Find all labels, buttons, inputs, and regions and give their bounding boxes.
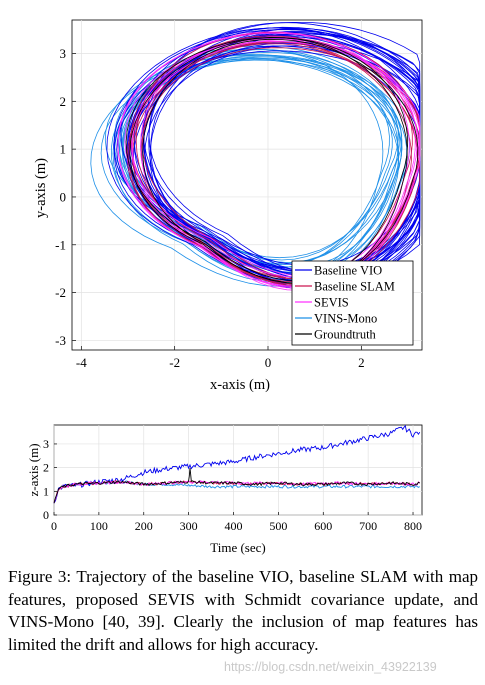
tick-label-y: -1 — [55, 237, 66, 252]
z-axis-xlabel: Time (sec) — [210, 540, 266, 555]
tick-label-x: 100 — [90, 519, 108, 533]
legend-label-groundtruth: Groundtruth — [314, 328, 377, 342]
tick-label-y: 0 — [60, 189, 67, 204]
tick-label-x: 2 — [358, 355, 365, 370]
trajectory-line-baseline-vio — [148, 31, 421, 274]
tick-label-y: 2 — [60, 94, 67, 109]
trajectory-line-vins-mono — [114, 57, 402, 268]
tick-label-x: -2 — [169, 355, 180, 370]
tick-label-y: 0 — [43, 508, 49, 522]
z-axis-plot: 0 100 200 300 400 500 600 700 800 0 1 2 3 Time (sec)… — [26, 424, 423, 555]
tick-label-x: -4 — [76, 355, 87, 370]
tick-label-x: 800 — [404, 519, 422, 533]
tick-label-y: 3 — [60, 46, 67, 61]
tick-label-y: 3 — [43, 437, 49, 451]
tick-label-y: -2 — [55, 285, 66, 300]
z-axis-ylabel: z-axis (m) — [26, 443, 41, 496]
z-line-baseline-vio — [53, 424, 421, 504]
tick-label-y: 1 — [60, 142, 67, 157]
trajectory-plot: -4 -2 0 2 -3 -2 -1 0 1 2 3 x-axis (m) y-axis (m) B… — [33, 19, 423, 393]
legend-label-vins-mono: VINS-Mono — [314, 312, 377, 326]
tick-label-y: 1 — [43, 484, 49, 498]
figure-caption: Figure 3: Trajectory of the baseline VIO… — [8, 567, 478, 654]
z-line-groundtruth — [53, 467, 421, 504]
tick-label-x: 200 — [135, 519, 153, 533]
tick-label-y: -3 — [55, 333, 66, 348]
z-axis-lines — [53, 424, 421, 504]
z-axis-ticks: 0 100 200 300 400 500 600 700 800 0 1 2 3 — [43, 437, 422, 533]
tick-label-y: 2 — [43, 461, 49, 475]
tick-label-x: 0 — [51, 519, 57, 533]
tick-label-x: 400 — [225, 519, 243, 533]
legend-box — [291, 260, 414, 346]
legend: Baseline VIO Baseline SLAM SEVIS VINS-Mo… — [291, 260, 414, 346]
watermark: https://blog.csdn.net/weixin_43922139 — [224, 660, 437, 674]
legend-label-sevis: SEVIS — [314, 296, 349, 310]
legend-label-baseline-slam: Baseline SLAM — [314, 280, 395, 294]
trajectory-line-vins-mono — [119, 57, 403, 264]
legend-label-baseline-vio: Baseline VIO — [314, 264, 382, 278]
tick-label-x: 600 — [314, 519, 332, 533]
trajectory-ticks: -4 -2 0 2 -3 -2 -1 0 1 2 3 — [55, 46, 364, 370]
tick-label-x: 500 — [269, 519, 287, 533]
z-axis-plot-frame — [53, 424, 423, 516]
trajectory-ylabel: y-axis (m) — [33, 158, 49, 218]
tick-label-x: 0 — [265, 355, 272, 370]
tick-label-x: 300 — [180, 519, 198, 533]
figure: -4 -2 0 2 -3 -2 -1 0 1 2 3 x-axis (m) y-axis (m) B… — [26, 19, 423, 555]
trajectory-line-vins-mono — [104, 54, 403, 259]
tick-label-x: 700 — [359, 519, 377, 533]
z-axis-grid — [53, 425, 422, 516]
trajectory-xlabel: x-axis (m) — [210, 377, 270, 393]
